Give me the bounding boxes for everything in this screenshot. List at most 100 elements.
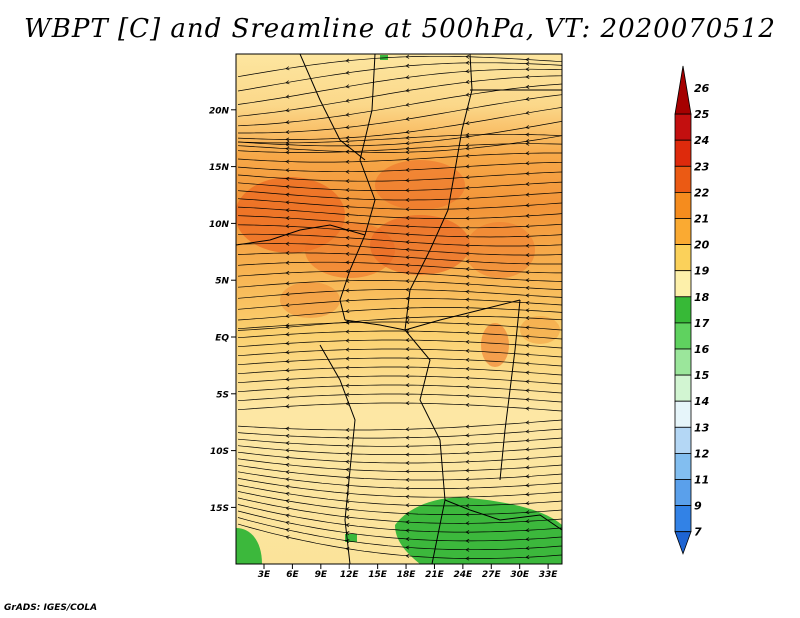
streamline-arrow (525, 308, 530, 313)
colorbar-swatch (674, 322, 692, 350)
streamline-arrow (525, 293, 530, 298)
streamline-arrow (525, 74, 530, 79)
streamline (237, 83, 562, 127)
streamline-arrow (525, 203, 530, 208)
streamline (237, 280, 562, 290)
streamline (237, 428, 562, 439)
streamline-arrow (285, 200, 290, 205)
streamline-arrow (465, 121, 470, 126)
streamline-arrow (405, 486, 410, 491)
streamline-arrow (525, 253, 530, 258)
streamline-arrow (525, 420, 530, 425)
streamline-arrow (285, 94, 290, 99)
streamline-arrow (345, 309, 350, 314)
colorbar-swatch (674, 113, 692, 141)
streamline-arrow (405, 520, 410, 525)
streamline (237, 75, 562, 117)
streamline-arrow (285, 404, 290, 409)
streamline (237, 243, 562, 256)
lon-tick-label: 6E (286, 570, 299, 580)
streamline-arrow (345, 356, 350, 361)
grads-credit: GrADS: IGES/COLA (4, 603, 98, 613)
streamline-arrow (465, 393, 470, 398)
streamline-arrow (525, 447, 530, 452)
streamline-arrow (525, 501, 530, 506)
colorbar-swatch (674, 452, 692, 480)
streamline-arrow (525, 182, 530, 187)
streamline-arrow (405, 247, 410, 252)
streamline-arrow (405, 511, 410, 516)
streamline-arrow (405, 270, 410, 275)
streamline (237, 198, 562, 210)
streamline-arrow (405, 503, 410, 508)
streamline-arrow (405, 338, 410, 343)
streamline-arrow (465, 234, 470, 239)
streamline-arrow (465, 289, 470, 294)
wbpt-warm-area (280, 282, 340, 318)
streamline-arrow (285, 66, 290, 71)
streamline-arrow (405, 188, 410, 193)
colorbar-swatch (674, 400, 692, 428)
colorbar-label: 21 (694, 213, 709, 226)
streamline-arrow (405, 54, 410, 59)
streamline-arrow (405, 263, 410, 268)
streamline-arrow (465, 366, 470, 371)
streamline-arrow (345, 98, 350, 103)
streamline (237, 307, 562, 321)
streamline-arrow (285, 470, 290, 475)
streamline-arrow (285, 216, 290, 221)
streamline-arrow (525, 161, 530, 166)
streamline (237, 271, 562, 282)
streamline-arrow (285, 270, 290, 275)
colorbar-bottom-triangle (674, 531, 692, 555)
streamline-arrow (525, 97, 530, 102)
streamline-arrow (525, 456, 530, 461)
streamline-arrow (405, 63, 410, 68)
streamline-arrow (525, 352, 530, 357)
streamline (237, 437, 562, 447)
streamline-arrow (405, 207, 410, 212)
streamline-arrow (465, 92, 470, 97)
streamline-arrow (465, 547, 470, 552)
streamline-arrow (285, 462, 290, 467)
streamline-arrow (285, 323, 290, 328)
streamline-arrow (405, 356, 410, 361)
colorbar-label: 14 (694, 395, 709, 408)
streamline-arrow (405, 427, 410, 432)
streamline-arrow (285, 520, 290, 525)
streamline-arrow (525, 57, 530, 62)
streamline-arrow (285, 176, 290, 181)
streamline-arrow (465, 225, 470, 230)
streamline-arrow (465, 468, 470, 473)
streamline-arrow (285, 120, 290, 125)
wbpt-cool-area (395, 497, 562, 564)
streamline-arrow (405, 469, 410, 474)
streamline-arrow (525, 528, 530, 533)
streamline-arrow (525, 343, 530, 348)
streamline (237, 339, 562, 349)
wbpt-warm-area (520, 316, 560, 344)
streamline-arrow (465, 521, 470, 526)
streamline-arrow (405, 150, 410, 155)
streamline-arrow (465, 297, 470, 302)
streamline-arrow (525, 270, 530, 275)
streamline-arrow (345, 320, 350, 325)
streamline-arrow (465, 503, 470, 508)
streamline-arrow (285, 140, 290, 145)
streamline-arrow (285, 426, 290, 431)
streamline (237, 357, 562, 367)
streamline (237, 206, 562, 219)
streamline-arrow (345, 515, 350, 520)
streamline-arrow (465, 274, 470, 279)
streamline-arrow (525, 224, 530, 229)
streamline-arrow (285, 168, 290, 173)
streamline (237, 517, 562, 551)
streamline (237, 107, 562, 140)
colorbar-label: 15 (694, 369, 710, 382)
streamline-arrow (465, 402, 470, 407)
streamline-arrow (405, 296, 410, 301)
streamline-arrow (345, 125, 350, 130)
streamline-arrow (525, 213, 530, 218)
streamline (237, 384, 562, 394)
